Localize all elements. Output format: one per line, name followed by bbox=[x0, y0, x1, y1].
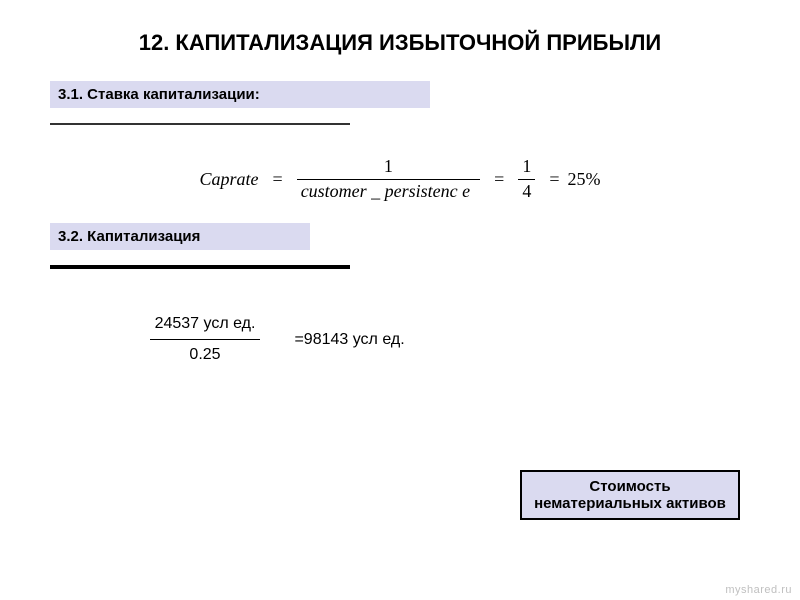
value-box-line2: нематериальных активов bbox=[534, 495, 726, 512]
divider-2 bbox=[50, 265, 350, 269]
slide-title: 12. КАПИТАЛИЗАЦИЯ ИЗБЫТОЧНОЙ ПРИБЫЛИ bbox=[50, 30, 750, 56]
watermark: myshared.ru bbox=[725, 584, 792, 596]
capitalization-calc: 24537 усл ед. 0.25 =98143 усл ед. bbox=[150, 309, 750, 370]
equals-2: = bbox=[494, 169, 504, 190]
formula-lhs: Caprate bbox=[200, 169, 259, 190]
equals-3: = bbox=[549, 169, 559, 190]
value-box-line1: Стоимость bbox=[534, 478, 726, 495]
calc-numerator: 24537 усл ед. bbox=[151, 309, 260, 339]
calc-fraction: 24537 усл ед. 0.25 bbox=[150, 309, 260, 370]
section-3-2-header: 3.2. Капитализация bbox=[50, 223, 310, 250]
frac2-numerator: 1 bbox=[518, 155, 535, 179]
intangible-assets-value-box: Стоимость нематериальных активов bbox=[520, 470, 740, 520]
calc-denominator: 0.25 bbox=[185, 340, 224, 370]
calc-result: =98143 усл ед. bbox=[294, 331, 404, 349]
formula-result: 25% bbox=[567, 169, 600, 190]
caprate-formula: Caprate = 1 customer _ persistenc e = 1 … bbox=[50, 155, 750, 203]
section-3-1-header: 3.1. Ставка капитализации: bbox=[50, 81, 430, 108]
fraction-2: 1 4 bbox=[518, 155, 535, 203]
equals-1: = bbox=[273, 169, 283, 190]
frac1-numerator: 1 bbox=[380, 155, 397, 179]
fraction-1: 1 customer _ persistenc e bbox=[297, 155, 480, 203]
frac2-denominator: 4 bbox=[518, 180, 535, 204]
slide: 12. КАПИТАЛИЗАЦИЯ ИЗБЫТОЧНОЙ ПРИБЫЛИ 3.1… bbox=[0, 0, 800, 600]
divider-1 bbox=[50, 123, 350, 125]
frac1-denominator: customer _ persistenc e bbox=[297, 180, 474, 204]
